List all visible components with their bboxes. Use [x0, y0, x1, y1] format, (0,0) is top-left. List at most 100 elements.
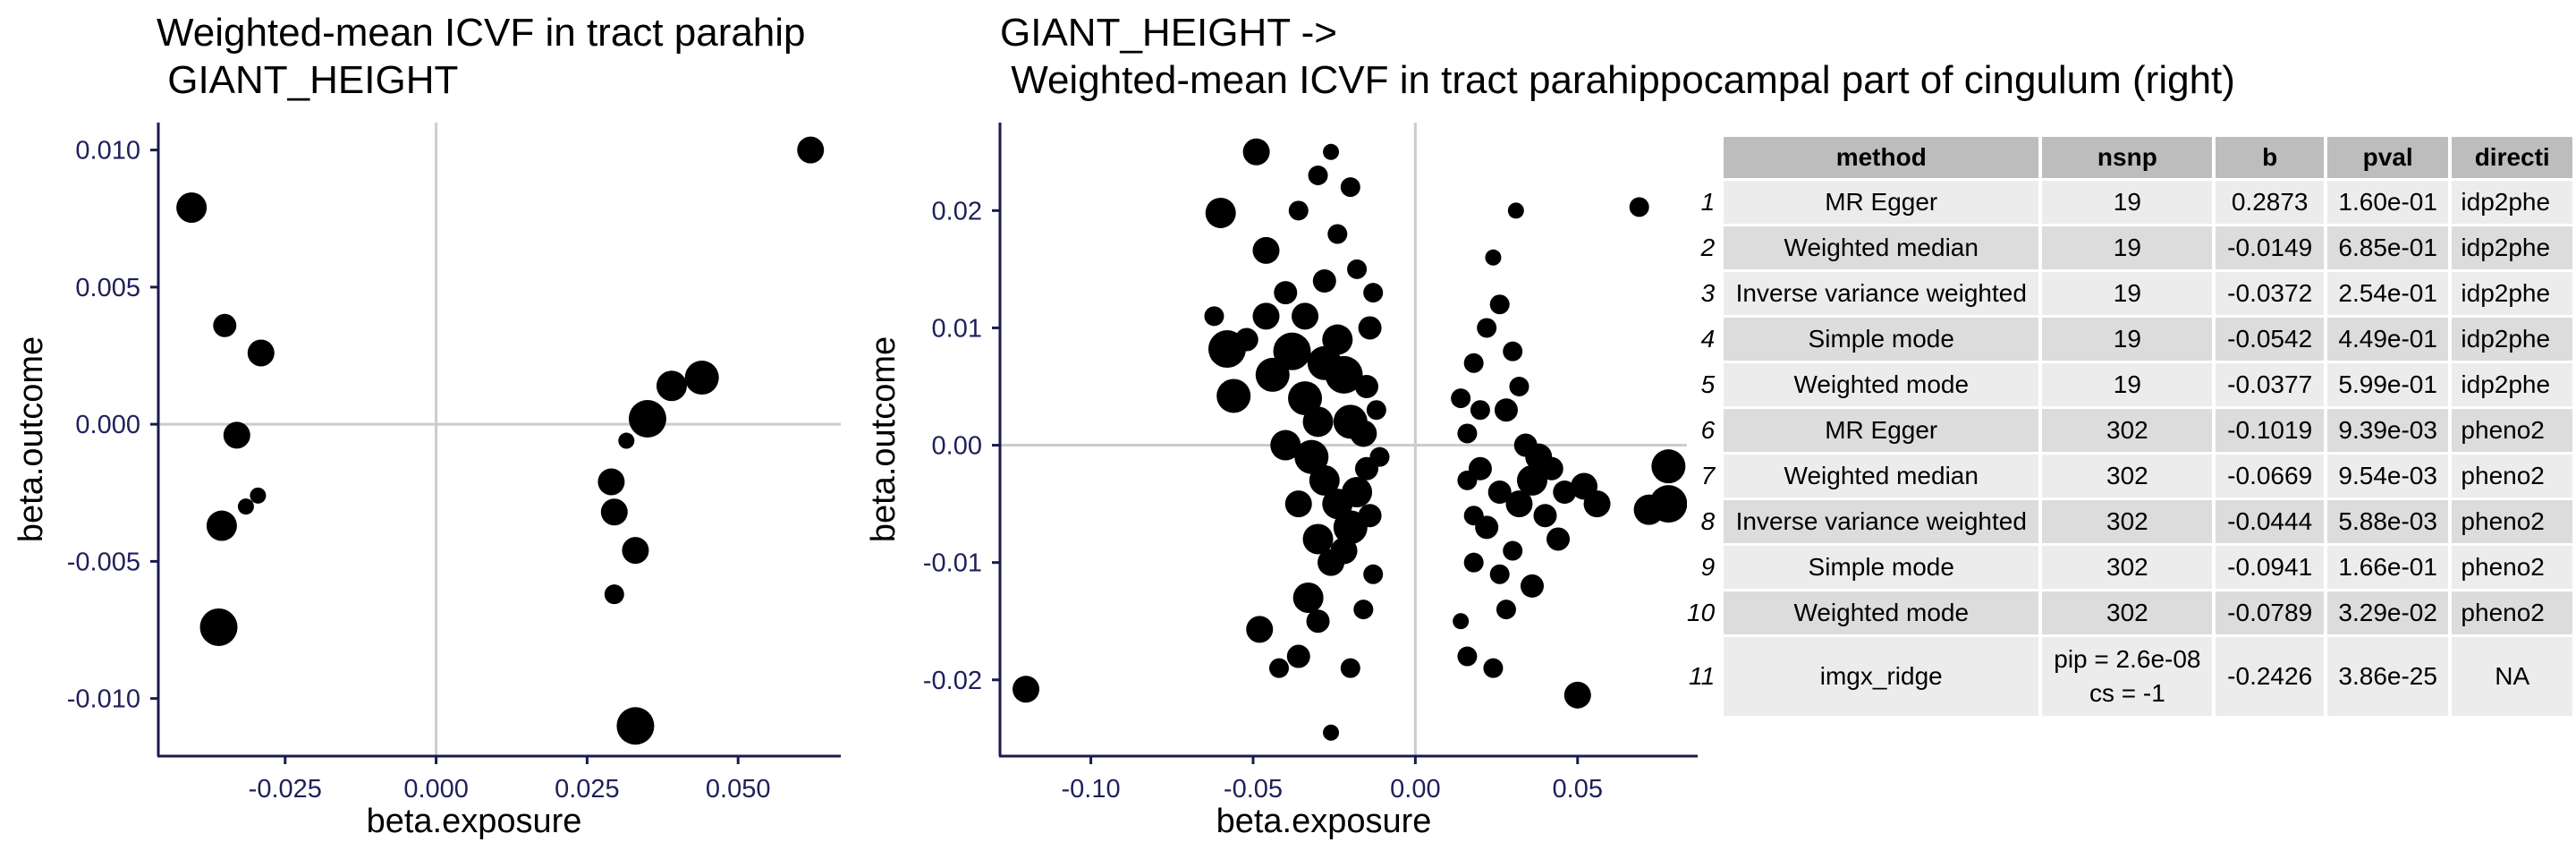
chart-2-point-41: [1308, 166, 1328, 185]
chart-1-point-4: [223, 421, 250, 449]
cell-nsnp: 302: [2042, 500, 2213, 543]
chart-1-ticks: -0.025 0.000 0.025 0.050 -0.010 -0.005 0.000 0.…: [67, 137, 771, 804]
row-number: 10: [1687, 591, 1721, 634]
chart-1-title-line1: Weighted-mean ICVF in tract parahip: [157, 11, 806, 55]
chart-2-point-40: [1288, 200, 1309, 221]
cell-b: -0.0372: [2216, 272, 2324, 315]
cell-direction: idp2phe: [2452, 226, 2572, 269]
chart-2-point-16: [1302, 406, 1334, 438]
cell-nsnp: 19: [2042, 226, 2213, 269]
chart-2-point-6: [1216, 378, 1251, 413]
chart-2-point-14: [1273, 332, 1311, 370]
chart-2-point-73: [1487, 481, 1512, 504]
table-row: 9 Simple mode 302 -0.0941 1.66e-01 pheno…: [1687, 546, 2572, 589]
cell-direction: idp2phe: [2452, 272, 2572, 315]
table-row: 3 Inverse variance weighted 19 -0.0372 2…: [1687, 272, 2572, 315]
cell-pval: 9.54e-03: [2326, 455, 2449, 498]
chart-2-point-49: [1284, 490, 1312, 518]
row-number: 8: [1687, 500, 1721, 543]
chart-2-point-42: [1323, 143, 1340, 160]
chart-2-point-25: [1302, 523, 1334, 555]
row-number: 7: [1687, 455, 1721, 498]
chart-2-point-71: [1463, 552, 1484, 573]
cell-direction: idp2phe: [2452, 363, 2572, 406]
header-nsnp: nsnp: [2042, 137, 2213, 178]
chart-1-x-tick-label-1: -0.025: [249, 775, 322, 804]
row-number: 1: [1687, 181, 1721, 224]
cell-method: Weighted mode: [1724, 363, 2039, 406]
chart-2-point-84: [1507, 202, 1524, 219]
chart-2-x-tick-label-4: 0.05: [1553, 775, 1603, 804]
chart-2-point-76: [1451, 388, 1471, 409]
chart-2-point-2: [1242, 138, 1270, 166]
chart-2-ticks: -0.10 -0.05 0.00 0.05 -0.02 -0.01 0.00 0.01 0.02: [923, 197, 1603, 804]
cell-direction: pheno2: [2452, 591, 2572, 634]
chart-2-point-89: [1489, 564, 1510, 584]
cell-method: Simple mode: [1724, 318, 2039, 361]
chart-1-x-tick-label-4: 0.050: [706, 775, 771, 804]
chart-2-point-31: [1358, 316, 1382, 340]
cell-pval: 6.85e-01: [2326, 226, 2449, 269]
chart-2-point-54: [1563, 681, 1591, 709]
chart-2-point-21: [1294, 439, 1329, 474]
chart-2-x-tick-label-3: 0.00: [1390, 775, 1440, 804]
chart-1-point-8: [199, 608, 238, 646]
chart-2-point-47: [1292, 302, 1319, 330]
chart-2-point-78: [1477, 318, 1497, 338]
cell-pval: 9.39e-03: [2326, 409, 2449, 452]
table-row: 6 MR Egger 302 -0.1019 9.39e-03 pheno2: [1687, 409, 2572, 452]
cell-direction: pheno2: [2452, 455, 2572, 498]
chart-1-point-3: [247, 339, 275, 367]
chart-2-point-52: [1204, 306, 1224, 327]
header-pval: pval: [2326, 137, 2449, 178]
chart-1-point-11: [656, 370, 687, 402]
table-row: 7 Weighted median 302 -0.0669 9.54e-03 p…: [1687, 455, 2572, 498]
chart-2-points: [1013, 138, 1688, 741]
chart-2-point-75: [1457, 423, 1478, 444]
cell-b: -0.0149: [2216, 226, 2324, 269]
cell-nsnp: 19: [2042, 363, 2213, 406]
chart-2-point-46: [1312, 269, 1336, 293]
cell-method: Simple mode: [1724, 546, 2039, 589]
cell-nsnp: 302: [2042, 591, 2213, 634]
chart-2-point-36: [1353, 600, 1374, 620]
chart-2-point-90: [1463, 506, 1484, 526]
chart-2-point-8: [1252, 302, 1280, 330]
chart-2-point-80: [1503, 341, 1523, 361]
chart-1-point-1: [176, 192, 208, 224]
cell-direction: NA: [2452, 637, 2572, 716]
chart-2: GIANT_HEIGHT -> Weighted-mean ICVF in tr…: [865, 11, 2235, 840]
chart-1-y-tick-label-4: 0.005: [75, 274, 140, 302]
results-table-panel: method nsnp b pval directi 1 MR Egger 19…: [1683, 134, 2576, 725]
cell-direction: pheno2: [2452, 546, 2572, 589]
chart-1-x-tick-label-3: 0.025: [555, 775, 620, 804]
chart-2-point-77: [1463, 353, 1484, 373]
chart-2-point-50: [1323, 724, 1340, 741]
cell-nsnp: pip = 2.6e-08 cs = -1: [2042, 637, 2213, 716]
chart-2-point-10: [1269, 658, 1289, 678]
cell-direction: pheno2: [2452, 409, 2572, 452]
row-number: 6: [1687, 409, 1721, 452]
chart-2-y-tick-label-1: -0.02: [923, 667, 982, 695]
cell-b: -0.0542: [2216, 318, 2324, 361]
chart-2-point-63: [1516, 464, 1547, 496]
chart-2-point-91: [1457, 470, 1478, 490]
chart-2-point-37: [1366, 400, 1386, 421]
chart-2-point-13: [1286, 644, 1310, 668]
chart-2-point-45: [1347, 259, 1368, 279]
chart-2-point-56: [1651, 449, 1686, 484]
chart-2-x-tick-label-1: -0.10: [1062, 775, 1121, 804]
cell-method: imgx_ridge: [1724, 637, 2039, 716]
chart-1-point-18: [616, 707, 655, 745]
chart-1-point-16: [622, 537, 649, 565]
chart-2-y-tick-label-5: 0.02: [932, 197, 982, 225]
chart-2-point-19: [1325, 355, 1363, 394]
cell-b: 0.2873: [2216, 181, 2324, 224]
chart-2-point-66: [1520, 574, 1544, 598]
cell-pval: 3.86e-25: [2326, 637, 2449, 716]
chart-2-point-92: [1470, 400, 1490, 421]
cell-pval: 3.29e-02: [2326, 591, 2449, 634]
chart-2-point-15: [1288, 381, 1323, 416]
chart-2-point-67: [1496, 600, 1516, 620]
chart-2-point-87: [1539, 456, 1563, 481]
